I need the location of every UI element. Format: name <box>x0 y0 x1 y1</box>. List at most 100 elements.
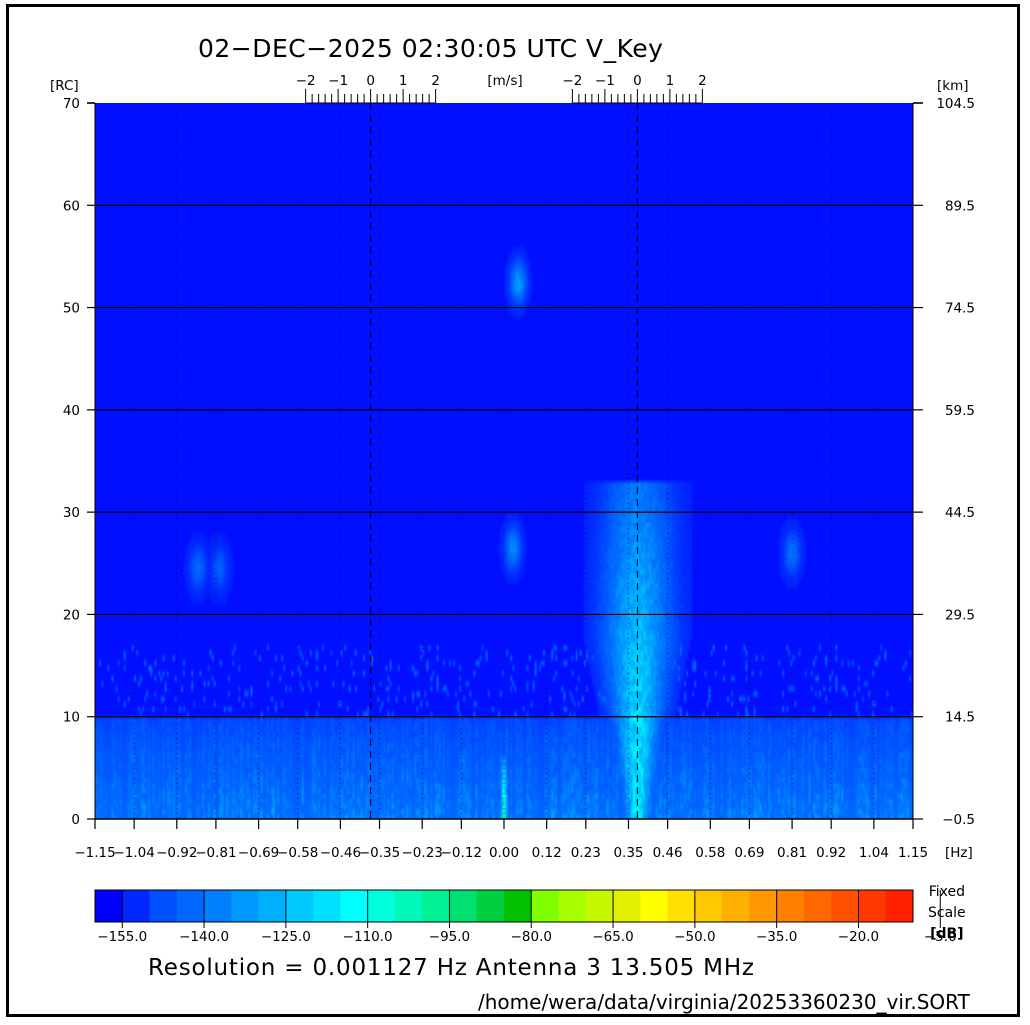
colorbar-swatch <box>394 890 423 922</box>
y-left-tick-label: 10 <box>63 710 80 726</box>
colorbar-unit: [dB] <box>930 926 964 942</box>
colorbar-tick-label: −140.0 <box>179 929 229 945</box>
colorbar-tick-label: −20.0 <box>838 929 879 945</box>
y-right-tick-label: 74.5 <box>945 301 975 317</box>
x-tick-label: 0.92 <box>816 845 846 861</box>
x-tick-label: 0.46 <box>653 845 683 861</box>
y-right-axis-label: [km] <box>937 78 969 94</box>
colorbar-swatch <box>831 890 859 922</box>
plot-title: 02−DEC−2025 02:30:05 UTC V_Key <box>198 34 664 63</box>
colorbar-swatch <box>449 890 478 922</box>
y-left-tick-label: 50 <box>63 301 80 317</box>
colorbar-swatch <box>231 890 260 922</box>
colorbar-swatch <box>122 890 151 922</box>
colorbar-swatch <box>504 890 532 922</box>
velocity-axis-label: [m/s] <box>487 73 522 89</box>
colorbar-swatch <box>258 890 287 922</box>
colorbar-swatch <box>531 890 560 922</box>
colorbar-swatch <box>422 890 450 922</box>
colorbar-swatch <box>340 890 369 922</box>
colorbar-swatch <box>749 890 778 922</box>
colorbar-tick-label: −65.0 <box>592 929 633 945</box>
velocity-tick-label: 2 <box>431 73 440 89</box>
velocity-tick-label: −1 <box>328 73 348 89</box>
colorbar-label-line: Fixed <box>928 884 965 900</box>
colorbar-swatch <box>285 890 314 922</box>
colorbar-swatch <box>585 890 614 922</box>
colorbar-tick-label: −125.0 <box>261 929 311 945</box>
colorbar-swatch <box>313 890 341 922</box>
grid-layer <box>95 103 913 819</box>
colorbar-swatch <box>722 890 750 922</box>
x-tick-label: −0.92 <box>156 845 197 861</box>
colorbar-border <box>94 889 914 923</box>
colorbar-tick-label: −110.0 <box>343 929 393 945</box>
x-tick-label: 1.15 <box>898 845 928 861</box>
velocity-tick-label: −2 <box>296 73 316 89</box>
colorbar-swatch <box>476 890 505 922</box>
x-tick-label: 0.81 <box>777 845 807 861</box>
y-left-tick-label: 40 <box>63 403 80 419</box>
colorbar-swatch <box>803 890 832 922</box>
y-right-tick-label: 104.5 <box>936 96 975 112</box>
x-tick-label: −1.04 <box>113 845 154 861</box>
velocity-tick-label: 0 <box>633 73 642 89</box>
y-left-tick-label: 70 <box>63 96 80 112</box>
x-tick-label: −1.15 <box>74 845 115 861</box>
heatmap-image <box>95 103 913 819</box>
velocity-tick-label: −2 <box>562 73 582 89</box>
colorbar-swatch <box>95 890 123 922</box>
velocity-tick-label: 0 <box>366 73 375 89</box>
x-tick-label: −0.58 <box>277 845 318 861</box>
colorbar-label: Fixed Scale [dB] <box>928 882 966 945</box>
colorbar-tick-label: −95.0 <box>429 929 470 945</box>
x-tick-label: 0.58 <box>695 845 725 861</box>
y-left-axis-label: [RC] <box>50 78 79 94</box>
colorbar-swatch <box>885 890 914 922</box>
colorbar-swatch <box>667 890 696 922</box>
velocity-tick-label: 1 <box>399 73 408 89</box>
x-tick-label: −0.46 <box>320 845 361 861</box>
heatmap-layer <box>95 103 913 819</box>
x-tick-label: 1.04 <box>859 845 889 861</box>
y-left-tick-label: 20 <box>63 607 80 623</box>
axes-layer: −1.15−1.04 −0.92−0.81 −0.69−0.58 −0.46−0.35… <box>50 73 975 861</box>
y-right-tick-label: 44.5 <box>945 505 975 521</box>
colorbar-swatch <box>367 890 396 922</box>
x-tick-label: −0.23 <box>402 845 443 861</box>
colorbar-tick-label: −155.0 <box>97 929 147 945</box>
figure-frame <box>6 4 1020 1017</box>
x-tick-label: −0.81 <box>195 845 236 861</box>
colorbar-swatch <box>176 890 205 922</box>
x-axis-label: [Hz] <box>945 845 973 861</box>
colorbar-swatch <box>858 890 887 922</box>
y-right-tick-label: 59.5 <box>945 403 975 419</box>
velocity-tick-label: 1 <box>666 73 675 89</box>
colorbar-swatch <box>694 890 723 922</box>
colorbar: −155.0 −140.0 −125.0 −110.0 −95.0 −80.0 −65.0 −… <box>94 889 957 945</box>
colorbar-swatch <box>776 890 805 922</box>
x-tick-label: 0.00 <box>489 845 519 861</box>
y-left-tick-label: 30 <box>63 505 80 521</box>
colorbar-tick-label: −5.0 <box>924 929 957 945</box>
colorbar-swatch <box>558 890 587 922</box>
x-tick-label: 0.12 <box>532 845 562 861</box>
x-tick-label: 0.23 <box>571 845 601 861</box>
x-tick-label: 0.69 <box>734 845 764 861</box>
y-right-tick-label: 14.5 <box>945 710 975 726</box>
y-left-tick-label: 60 <box>63 198 80 214</box>
velocity-tick-label: 2 <box>698 73 707 89</box>
colorbar-tick-label: −50.0 <box>674 929 715 945</box>
file-path: /home/wera/data/virginia/20253360230_vir… <box>478 990 970 1014</box>
y-right-tick-label: −0.5 <box>942 812 975 828</box>
colorbar-swatch <box>640 890 669 922</box>
y-left-tick-label: 0 <box>71 812 80 828</box>
x-tick-label: −0.12 <box>441 845 482 861</box>
y-right-tick-label: 89.5 <box>945 198 975 214</box>
x-tick-label: −0.35 <box>359 845 400 861</box>
colorbar-swatch <box>204 890 232 922</box>
colorbar-swatch <box>613 890 641 922</box>
x-tick-label: −0.69 <box>238 845 279 861</box>
colorbar-tick-label: −35.0 <box>756 929 797 945</box>
